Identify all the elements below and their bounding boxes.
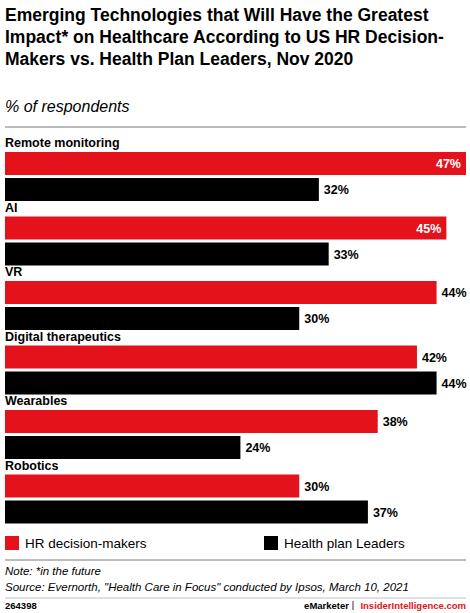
- separator: [353, 601, 354, 610]
- legend-swatch: [5, 536, 19, 550]
- bar: [5, 436, 240, 459]
- title: Emerging Technologies that Will Have the…: [5, 4, 463, 70]
- data-label: 44%: [442, 377, 467, 391]
- data-label: 24%: [245, 441, 270, 455]
- bar: [5, 346, 417, 369]
- bar: [5, 475, 299, 498]
- category-label: Wearables: [5, 394, 67, 408]
- bar: [5, 501, 368, 524]
- data-label: 33%: [334, 248, 359, 262]
- bar: [5, 178, 319, 201]
- data-label: 30%: [304, 480, 329, 494]
- top-rule: [5, 127, 466, 128]
- footer-rule: [5, 598, 466, 599]
- bar: [5, 243, 329, 266]
- category-label: Digital therapeutics: [5, 330, 121, 344]
- labels: Remote monitoring 47% 32% AI 45% 33% VR 44% 30% D…: [5, 136, 467, 520]
- bar: [5, 281, 437, 304]
- source: Source: Evernorth, "Health Care in Focus…: [5, 581, 409, 593]
- bar: [5, 307, 299, 330]
- chart: Remote monitoring 47% 32% AI 45% 33% VR 44% 30% D…: [0, 0, 470, 613]
- category-label: AI: [5, 201, 18, 215]
- chart-id: 264398: [5, 600, 37, 611]
- data-label: 38%: [383, 415, 408, 429]
- bars: [5, 152, 466, 524]
- subtitle: % of respondents: [5, 98, 130, 116]
- data-label: 37%: [373, 506, 398, 520]
- rule: [5, 560, 466, 561]
- bar: [5, 372, 437, 395]
- legend-label: Health plan Leaders: [284, 536, 405, 551]
- data-label: 47%: [436, 157, 461, 171]
- brand: eMarketer: [304, 600, 349, 611]
- bar: [5, 152, 466, 175]
- bar: [5, 217, 446, 240]
- data-label: 30%: [304, 312, 329, 326]
- category-label: VR: [5, 265, 22, 279]
- data-label: 44%: [442, 286, 467, 300]
- site: InsiderIntelligence.com: [360, 600, 466, 611]
- category-label: Robotics: [5, 459, 59, 473]
- legend-swatch: [264, 536, 278, 550]
- legend-label: HR decision-makers: [25, 536, 147, 551]
- bar: [5, 410, 378, 433]
- note: Note: *in the future: [5, 565, 101, 577]
- data-label: 32%: [324, 183, 349, 197]
- category-label: Remote monitoring: [5, 136, 120, 150]
- data-label: 42%: [422, 351, 447, 365]
- data-label: 45%: [416, 222, 441, 236]
